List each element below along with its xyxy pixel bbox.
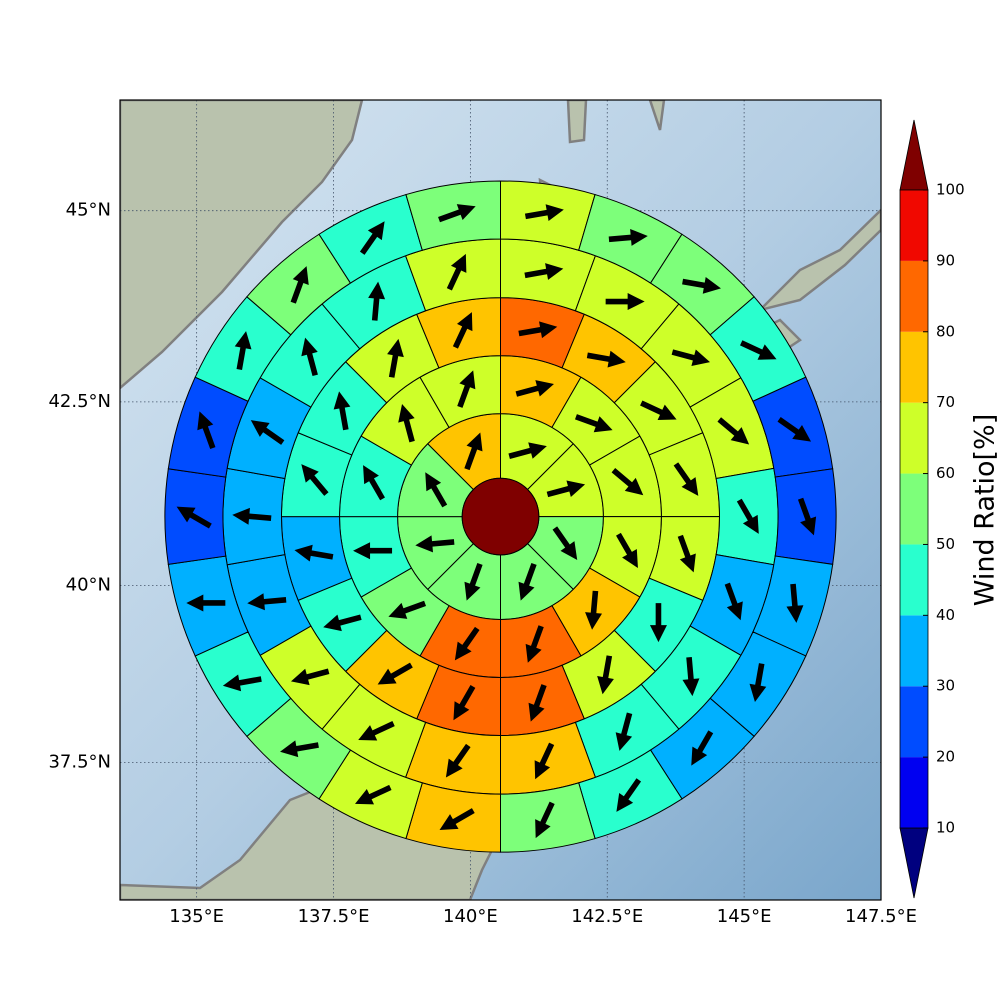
colorbar-bin [900,332,928,403]
y-tick-label: 42.5°N [48,391,111,412]
colorbar-tick-label: 90 [936,251,955,269]
x-tick-label: 140°E [443,906,498,927]
colorbar-bin [900,615,928,686]
y-tick-label: 40°N [66,575,111,596]
colorbar-over [900,120,928,190]
colorbar-bin [900,686,928,757]
x-tick-label: 142.5°E [571,906,643,927]
colorbar-bin [900,474,928,545]
colorbar-under [900,828,928,898]
y-tick-label: 37.5°N [48,752,111,773]
center-disc [462,478,539,555]
x-tick-label: 145°E [717,906,772,927]
colorbar-tick-label: 50 [936,535,955,553]
x-tick-label: 147.5°E [845,906,917,927]
colorbar-tick-label: 40 [936,606,955,624]
sector [406,783,501,852]
colorbar-tick-label: 100 [936,181,965,199]
map [120,100,881,900]
colorbar-tick-label: 60 [936,464,955,482]
colorbar-tick-label: 20 [936,748,955,766]
y-tick-label: 45°N [66,200,111,221]
colorbar-tick-label: 80 [936,322,955,340]
colorbar-tick-label: 70 [936,393,955,411]
colorbar-label: Wind Ratio[%] [970,414,1000,606]
colorbar: 10 20 30 40 50 60 70 80 90 100 [900,120,965,898]
colorbar-bin [900,261,928,332]
colorbar-bin [900,403,928,474]
colorbar-bin [900,544,928,615]
colorbar-bin [900,190,928,261]
colorbar-bin [900,757,928,828]
colorbar-tick-label: 10 [936,819,955,837]
x-tick-label: 135°E [169,906,224,927]
colorbar-tick-label: 30 [936,677,955,695]
x-tick-label: 137.5°E [298,906,370,927]
